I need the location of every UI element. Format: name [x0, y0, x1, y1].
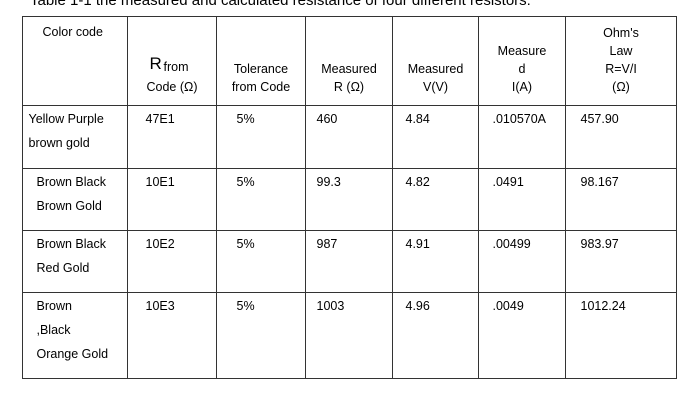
cell-text: 4.96: [405, 298, 430, 313]
cell-text: 10E3: [145, 298, 175, 313]
table-cell: .0491: [477, 167, 566, 231]
header-text: from: [163, 59, 189, 74]
cell-text: 47E1: [145, 111, 175, 126]
header-text: Ohm's: [603, 25, 639, 40]
header-text: Measure: [497, 43, 547, 58]
cell-text: Yellow Purple: [28, 111, 104, 126]
cell-text: Brown Black: [36, 174, 106, 189]
header-text: Measured: [407, 61, 464, 76]
cell-text: 5%: [236, 236, 255, 251]
table-cell: 4.84: [391, 104, 479, 169]
cell-text: 987: [316, 236, 338, 251]
table-cell: 460: [304, 104, 393, 169]
cell-text: Brown Gold: [36, 198, 102, 213]
cell-text: 4.84: [405, 111, 430, 126]
table-cell: 4.82: [391, 167, 479, 231]
table-cell: .0049: [477, 291, 566, 379]
header-text: Tolerance: [233, 61, 289, 76]
table-cell: 10E3: [126, 291, 217, 379]
header-text: V(V): [423, 79, 448, 94]
cell-text: 5%: [236, 111, 255, 126]
header-text: R: [149, 53, 162, 73]
table-cell: Brown Black Brown Gold: [21, 167, 128, 231]
table-cell: 5%: [215, 167, 306, 231]
cell-text: 98.167: [580, 174, 619, 189]
table-cell: 457.90: [564, 104, 677, 169]
table-cell: 5%: [215, 104, 306, 169]
table-cell: .00499: [477, 229, 566, 293]
table-cell: Brown Black Red Gold: [21, 229, 128, 293]
table-cell: 98.167: [564, 167, 677, 231]
header-cell: Tolerance from Code: [215, 15, 306, 106]
table-cell: Yellow Purple brown gold: [21, 104, 128, 169]
table-cell: 10E2: [126, 229, 217, 293]
cell-text: .00499: [492, 236, 531, 251]
header-text: I(A): [511, 79, 533, 94]
cell-text: brown gold: [28, 135, 90, 150]
header-cell: Measured R (Ω): [304, 15, 393, 106]
cell-text: 457.90: [580, 111, 619, 126]
cell-text: 5%: [236, 298, 255, 313]
header-text: R (Ω): [333, 79, 365, 94]
header-cell: Color code: [21, 15, 128, 106]
cell-text: 99.3: [316, 174, 341, 189]
cell-text: Red Gold: [36, 260, 90, 275]
cell-text: 4.91: [405, 236, 430, 251]
cell-text: Brown: [36, 298, 72, 313]
cell-text: 983.97: [580, 236, 619, 251]
cell-text: 4.82: [405, 174, 430, 189]
header-text: Code (Ω): [146, 79, 198, 94]
table-cell: 4.91: [391, 229, 479, 293]
cell-text: .0491: [492, 174, 524, 189]
cell-text: 5%: [236, 174, 255, 189]
table-cell: Brown ,Black Orange Gold: [21, 291, 128, 379]
header-text: from Code: [231, 79, 291, 94]
header-text: R=V/I: [605, 61, 637, 76]
header-cell: Measure d I(A): [477, 15, 566, 106]
header-cell: Measured V(V): [391, 15, 479, 106]
cell-text: 1003: [316, 298, 345, 313]
header-text: (Ω): [612, 79, 630, 94]
cell-text: 460: [316, 111, 338, 126]
cell-text: 10E1: [145, 174, 175, 189]
table-cell: 1012.24: [564, 291, 677, 379]
table-cell: 987: [304, 229, 393, 293]
cell-text: 10E2: [145, 236, 175, 251]
cell-text: Orange Gold: [36, 346, 109, 361]
table-cell: 983.97: [564, 229, 677, 293]
table-cell: 5%: [215, 291, 306, 379]
header-text: Law: [609, 43, 633, 58]
header-cell: Ohm's Law R=V/I (Ω): [564, 15, 677, 106]
cell-text: ,Black: [36, 322, 71, 337]
table-cell: 47E1: [126, 104, 217, 169]
table-cell: 10E1: [126, 167, 217, 231]
table-cell: 5%: [215, 229, 306, 293]
header-text: Color code: [42, 24, 103, 39]
table-cell: .010570A: [477, 104, 566, 169]
cell-text: .010570A: [492, 111, 547, 126]
table-cell: 4.96: [391, 291, 479, 379]
table-cell: 99.3: [304, 167, 393, 231]
cell-text: Brown Black: [36, 236, 106, 251]
header-text: d: [518, 61, 526, 76]
header-text: Measured: [321, 61, 377, 76]
cell-text: 1012.24: [580, 298, 626, 313]
cell-text: .0049: [492, 298, 524, 313]
table-cell: 1003: [304, 291, 393, 379]
table-caption: Table 1-1 the measured and calculated re…: [30, 0, 531, 9]
